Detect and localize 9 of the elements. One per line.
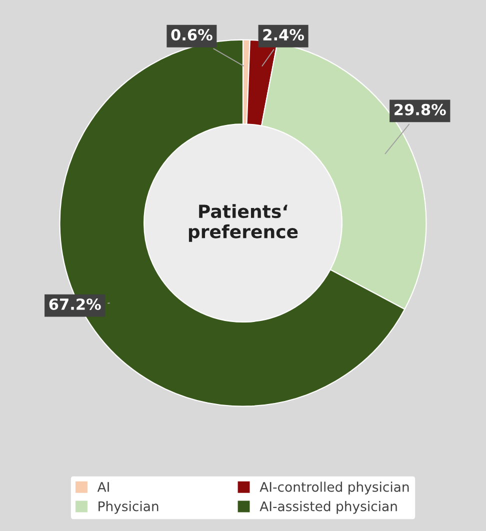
- legend-label: AI-controlled physician: [260, 482, 409, 494]
- data-label: 67.2%: [49, 298, 101, 310]
- legend-label: AI-assisted physician: [260, 501, 397, 514]
- data-label: 2.4%: [263, 28, 304, 41]
- data-label: 0.6%: [171, 28, 212, 41]
- legend-label: Physician: [98, 501, 158, 514]
- legend-label: AI: [97, 482, 109, 492]
- data-label: 29.8%: [394, 104, 446, 116]
- text: Patients‘ preference: [188, 204, 298, 242]
